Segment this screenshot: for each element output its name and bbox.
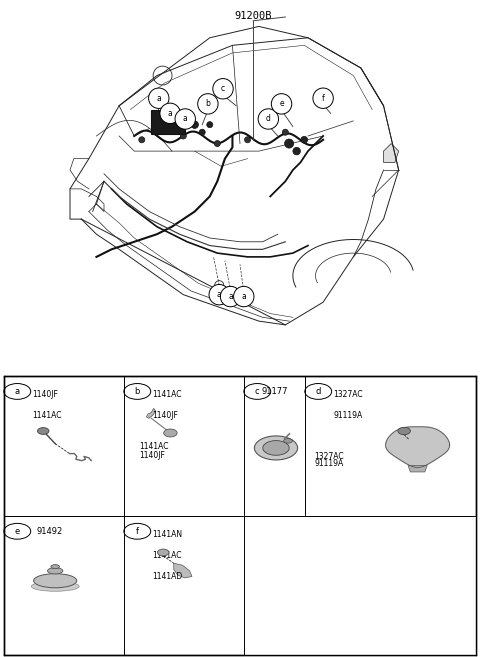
Text: a: a bbox=[15, 387, 20, 396]
Text: a: a bbox=[183, 114, 188, 124]
Text: 1141AC: 1141AC bbox=[153, 551, 182, 560]
Text: a: a bbox=[168, 109, 172, 118]
Text: b: b bbox=[205, 99, 210, 108]
Text: 1140JF: 1140JF bbox=[139, 451, 165, 460]
Circle shape bbox=[157, 549, 169, 556]
Circle shape bbox=[180, 133, 186, 139]
Circle shape bbox=[191, 121, 198, 129]
Text: d: d bbox=[266, 114, 271, 124]
Circle shape bbox=[258, 109, 278, 129]
Polygon shape bbox=[146, 409, 156, 419]
Circle shape bbox=[293, 147, 300, 155]
Text: 1141AD: 1141AD bbox=[153, 572, 183, 581]
Circle shape bbox=[37, 428, 49, 434]
Text: 91119A: 91119A bbox=[314, 459, 344, 468]
Circle shape bbox=[234, 286, 254, 307]
Circle shape bbox=[244, 137, 251, 143]
Text: 1327AC: 1327AC bbox=[334, 390, 363, 399]
Text: f: f bbox=[136, 527, 139, 535]
Text: d: d bbox=[315, 387, 321, 396]
Circle shape bbox=[285, 139, 294, 148]
Polygon shape bbox=[385, 427, 450, 468]
Circle shape bbox=[220, 286, 241, 307]
Circle shape bbox=[164, 429, 177, 437]
Text: a: a bbox=[156, 94, 161, 102]
Text: 1327AC: 1327AC bbox=[314, 452, 344, 461]
Text: a: a bbox=[228, 292, 233, 301]
Text: e: e bbox=[15, 527, 20, 535]
Text: a: a bbox=[241, 292, 246, 301]
Circle shape bbox=[139, 137, 145, 143]
Text: c: c bbox=[255, 387, 260, 396]
Circle shape bbox=[301, 137, 308, 143]
Circle shape bbox=[198, 94, 218, 114]
Circle shape bbox=[199, 129, 205, 135]
Ellipse shape bbox=[263, 441, 289, 455]
Ellipse shape bbox=[48, 568, 63, 574]
Text: 1141AC: 1141AC bbox=[33, 411, 62, 420]
Text: e: e bbox=[279, 99, 284, 108]
Ellipse shape bbox=[31, 581, 79, 591]
Text: 1141AN: 1141AN bbox=[153, 530, 183, 539]
Circle shape bbox=[209, 284, 229, 305]
Circle shape bbox=[282, 129, 288, 135]
Circle shape bbox=[271, 94, 292, 114]
Polygon shape bbox=[384, 144, 399, 162]
Circle shape bbox=[160, 103, 180, 124]
Ellipse shape bbox=[34, 574, 77, 588]
Text: a: a bbox=[217, 290, 222, 299]
Circle shape bbox=[214, 141, 220, 147]
Ellipse shape bbox=[284, 439, 292, 443]
FancyBboxPatch shape bbox=[151, 110, 185, 134]
Text: 91200B: 91200B bbox=[234, 11, 272, 21]
Circle shape bbox=[149, 88, 169, 108]
Text: 91177: 91177 bbox=[261, 387, 288, 396]
Text: 1141AC: 1141AC bbox=[139, 442, 168, 451]
Text: f: f bbox=[322, 94, 324, 102]
Polygon shape bbox=[408, 465, 427, 472]
Text: c: c bbox=[221, 84, 225, 93]
Text: 1140JF: 1140JF bbox=[33, 390, 59, 399]
Ellipse shape bbox=[51, 564, 60, 568]
Circle shape bbox=[175, 109, 195, 129]
Text: b: b bbox=[134, 387, 140, 396]
Text: 1140JF: 1140JF bbox=[153, 411, 179, 420]
Circle shape bbox=[313, 88, 333, 108]
Text: 91492: 91492 bbox=[36, 527, 63, 535]
Circle shape bbox=[207, 122, 213, 127]
Text: 1141AC: 1141AC bbox=[153, 390, 182, 399]
Circle shape bbox=[398, 427, 410, 435]
Circle shape bbox=[213, 79, 233, 99]
Text: 91119A: 91119A bbox=[334, 411, 363, 420]
Ellipse shape bbox=[254, 436, 298, 460]
Polygon shape bbox=[174, 563, 192, 578]
